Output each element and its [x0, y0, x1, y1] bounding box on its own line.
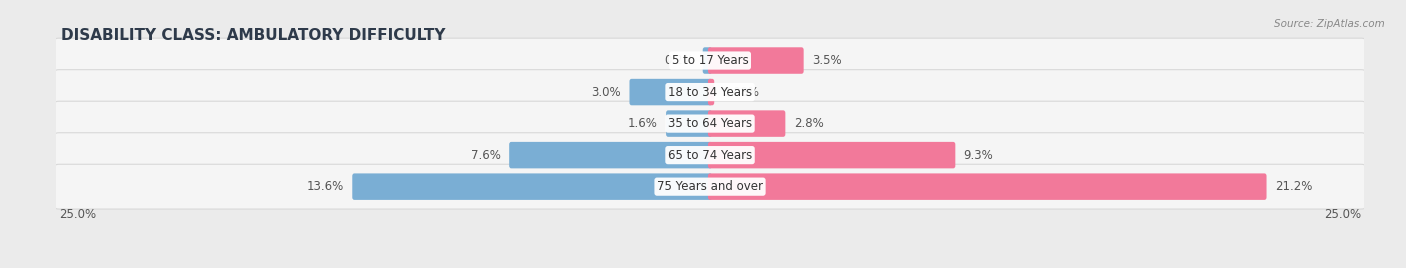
Text: 5 to 17 Years: 5 to 17 Years [672, 54, 748, 67]
Text: 65 to 74 Years: 65 to 74 Years [668, 149, 752, 162]
FancyBboxPatch shape [709, 110, 786, 137]
Text: 0.08%: 0.08% [723, 85, 759, 99]
Text: 3.5%: 3.5% [813, 54, 842, 67]
FancyBboxPatch shape [709, 79, 714, 105]
FancyBboxPatch shape [353, 173, 711, 200]
FancyBboxPatch shape [51, 38, 1369, 83]
FancyBboxPatch shape [709, 47, 804, 74]
Text: 25.0%: 25.0% [59, 208, 96, 221]
FancyBboxPatch shape [51, 133, 1369, 177]
Text: DISABILITY CLASS: AMBULATORY DIFFICULTY: DISABILITY CLASS: AMBULATORY DIFFICULTY [62, 28, 446, 43]
Text: 0.2%: 0.2% [665, 54, 695, 67]
FancyBboxPatch shape [703, 47, 711, 74]
FancyBboxPatch shape [51, 70, 1369, 114]
Text: 7.6%: 7.6% [471, 149, 501, 162]
Text: 13.6%: 13.6% [307, 180, 344, 193]
Text: 9.3%: 9.3% [963, 149, 994, 162]
Text: 21.2%: 21.2% [1275, 180, 1312, 193]
FancyBboxPatch shape [509, 142, 711, 168]
Text: 75 Years and over: 75 Years and over [657, 180, 763, 193]
Text: 2.8%: 2.8% [794, 117, 824, 130]
FancyBboxPatch shape [51, 101, 1369, 146]
Text: 25.0%: 25.0% [1324, 208, 1361, 221]
FancyBboxPatch shape [630, 79, 711, 105]
FancyBboxPatch shape [51, 164, 1369, 209]
Text: 3.0%: 3.0% [592, 85, 621, 99]
Text: 1.6%: 1.6% [628, 117, 658, 130]
Text: 18 to 34 Years: 18 to 34 Years [668, 85, 752, 99]
Text: 35 to 64 Years: 35 to 64 Years [668, 117, 752, 130]
FancyBboxPatch shape [709, 142, 955, 168]
FancyBboxPatch shape [666, 110, 711, 137]
FancyBboxPatch shape [709, 173, 1267, 200]
Text: Source: ZipAtlas.com: Source: ZipAtlas.com [1274, 19, 1385, 29]
